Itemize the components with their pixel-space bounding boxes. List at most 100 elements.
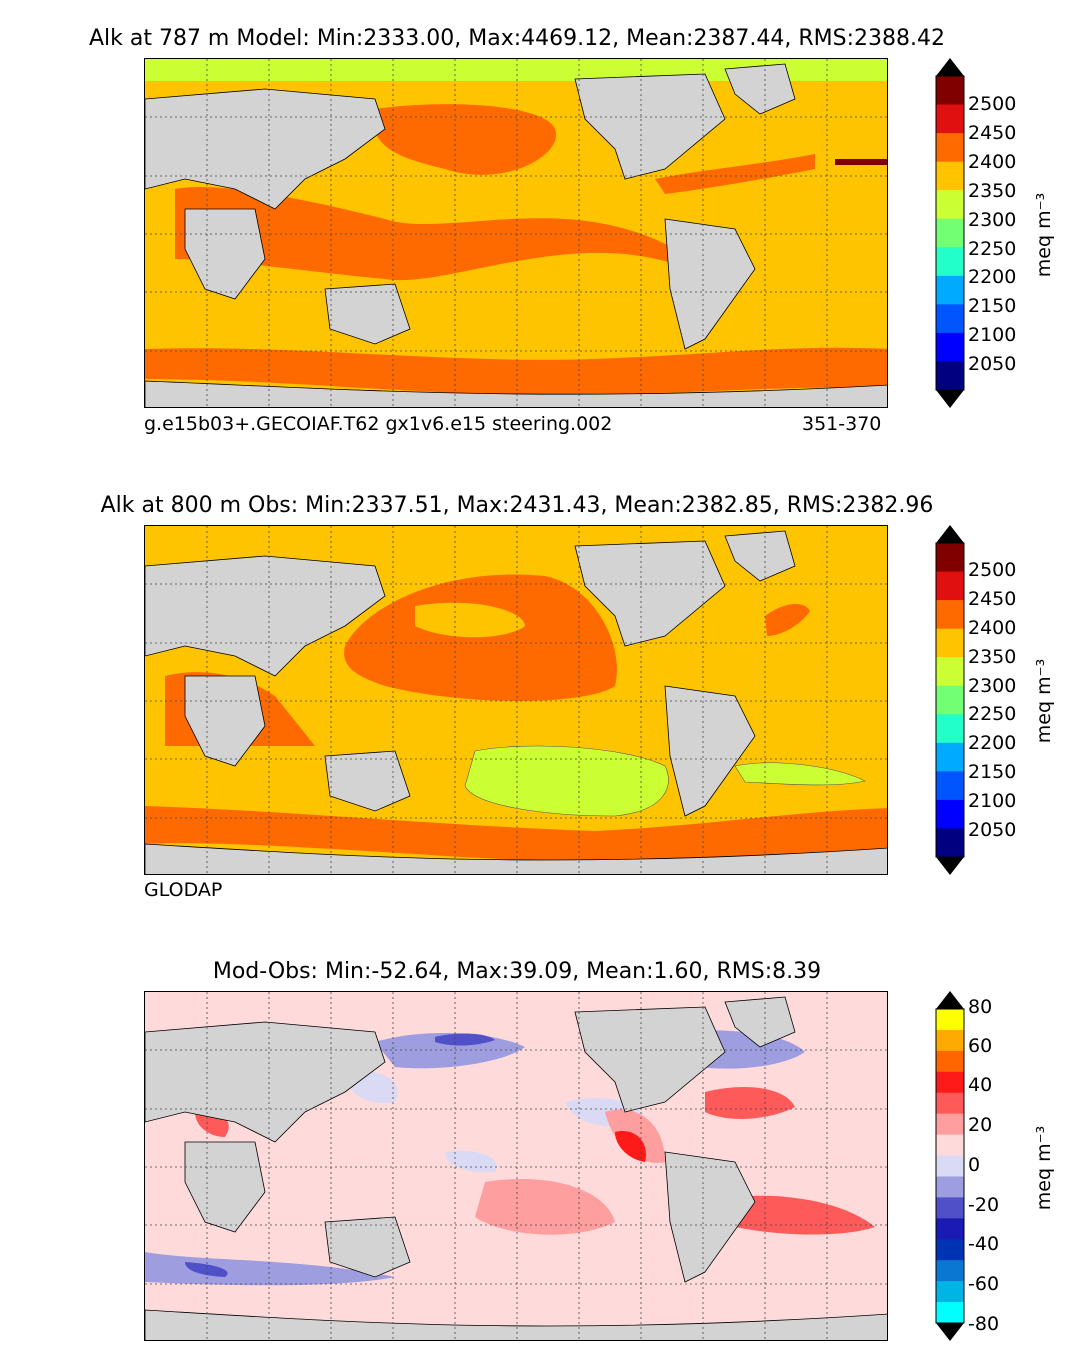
- colorbar-swatch: [936, 361, 964, 391]
- colorbar-frame: [935, 542, 965, 858]
- south-america-land: [664, 685, 756, 817]
- panel-3-colorbar: [935, 991, 965, 1341]
- panel-2-tick: 2050: [968, 819, 1017, 841]
- africa-land: [184, 675, 266, 767]
- panel-2-tick: 2450: [968, 588, 1017, 610]
- panel-3-tick: -80: [968, 1313, 1000, 1335]
- eurasia-land: [145, 555, 386, 677]
- panel-1-tick: 2500: [968, 93, 1017, 115]
- southern-indian-strong-negative: [185, 1262, 228, 1277]
- panel-3-tick: -20: [968, 1194, 1000, 1216]
- colorbar-swatch: [936, 275, 964, 305]
- colorbar-swatch: [936, 628, 964, 658]
- tropical-high-alk-band: [175, 186, 675, 281]
- colorbar-swatch: [936, 1050, 964, 1073]
- south-america-land: [664, 218, 756, 350]
- colorbar-swatch: [936, 1092, 964, 1115]
- south-atlantic-low-alk: [734, 762, 866, 786]
- panel-2-tick: 2250: [968, 703, 1017, 725]
- eurasia-land: [145, 1021, 386, 1143]
- panel-1-tick: 2300: [968, 209, 1017, 231]
- colorbar-swatch: [936, 1239, 964, 1261]
- southern-ocean-band: [145, 347, 887, 395]
- panel-1-title: Alk at 787 m Model: Min:2333.00, Max:446…: [88, 26, 946, 51]
- colorbar-swatch: [936, 76, 964, 106]
- colorbar-swatch: [936, 1009, 964, 1031]
- colorbar-swatch: [936, 304, 964, 334]
- colorbar-swatch: [936, 571, 964, 601]
- panel-3-unit-label: meq m⁻³: [1033, 1125, 1056, 1211]
- panel-3-tick: 40: [968, 1074, 993, 1096]
- panel-2-tick: 2200: [968, 732, 1017, 754]
- colorbar-swatch: [936, 600, 964, 630]
- colorbar-swatch: [936, 1155, 964, 1177]
- pacific-slight-negative: [445, 1150, 497, 1173]
- colorbar-swatch: [936, 657, 964, 687]
- south-america-land: [664, 1151, 756, 1283]
- panel-2-title: Alk at 800 m Obs: Min:2337.51, Max:2431.…: [100, 493, 934, 518]
- colorbar-swatch: [936, 190, 964, 220]
- panel-1-tick: 2200: [968, 266, 1017, 288]
- africa-land: [184, 1141, 266, 1233]
- difference-map: [145, 992, 887, 1340]
- panel-1-year-range: 351-370: [802, 413, 882, 435]
- colorbar-swatch: [936, 1176, 964, 1198]
- panel-1-colorbar: [935, 58, 965, 408]
- graticule: [145, 526, 887, 874]
- atlantic-high-alk-tongue: [655, 154, 815, 194]
- panel-1-tick: 2150: [968, 295, 1017, 317]
- panel-3-tick: -60: [968, 1273, 1000, 1295]
- panel-2-source-label: GLODAP: [144, 879, 223, 901]
- panel-3-title: Mod-Obs: Min:-52.64, Max:39.09, Mean:1.6…: [212, 959, 822, 984]
- panel-3-map: [144, 991, 888, 1341]
- north-america-land: [574, 73, 726, 180]
- south-pacific-positive: [475, 1178, 615, 1235]
- colorbar-swatch: [936, 714, 964, 744]
- eurasia-land: [145, 88, 386, 210]
- obs-alkalinity-map: [145, 526, 887, 874]
- colorbar-swatch: [936, 247, 964, 277]
- colorbar-extend-min: [936, 857, 964, 875]
- colorbar-swatch: [936, 1071, 964, 1094]
- panel-3-tick: 60: [968, 1035, 993, 1057]
- antarctica-land: [145, 843, 887, 874]
- greenland-land: [724, 530, 796, 582]
- colorbar-frame: [935, 75, 965, 391]
- panel-1-run-name: g.e15b03+.GECOIAF.T62 gx1v6.e15 steering…: [144, 413, 613, 435]
- panel-2-tick: 2350: [968, 646, 1017, 668]
- australia-land: [324, 283, 411, 345]
- panel-3-tick: 0: [968, 1154, 981, 1176]
- panel-2-tick: 2300: [968, 675, 1017, 697]
- australia-land: [324, 1216, 411, 1278]
- colorbar-swatch: [936, 1281, 964, 1303]
- greenland-land: [724, 996, 796, 1048]
- antarctica-land: [145, 380, 887, 407]
- atlantic-high-alk-patch: [765, 604, 810, 636]
- colorbar-swatch: [936, 828, 964, 858]
- colorbar-swatch: [936, 133, 964, 163]
- colorbar-extend-min: [936, 1323, 964, 1341]
- panel-3-tick: -40: [968, 1233, 1000, 1255]
- colorbar-swatch: [936, 771, 964, 801]
- colorbar-swatch: [936, 1260, 964, 1282]
- panel-2-tick: 2400: [968, 617, 1017, 639]
- colorbar-extend-min: [936, 390, 964, 408]
- mediterranean-outflow: [835, 159, 887, 165]
- panel-1-tick: 2400: [968, 151, 1017, 173]
- panel-2-colorbar: [935, 525, 965, 875]
- colorbar-swatch: [936, 742, 964, 772]
- colorbar-swatch: [936, 1197, 964, 1219]
- colorbar-extend-max: [936, 58, 964, 76]
- colorbar-swatch: [936, 1134, 964, 1157]
- model-alkalinity-map: [145, 59, 887, 407]
- colorbar-swatch: [936, 1302, 964, 1324]
- colorbar-swatch: [936, 1113, 964, 1136]
- colorbar-extend-max: [936, 525, 964, 543]
- africa-land: [184, 208, 266, 300]
- colorbar-swatch: [936, 799, 964, 829]
- panel-1-tick: 2350: [968, 180, 1017, 202]
- panel-2-tick: 2500: [968, 559, 1017, 581]
- east-pacific-strong-positive: [615, 1131, 646, 1162]
- panel-1-tick: 2250: [968, 238, 1017, 260]
- south-pacific-low-alk: [464, 745, 669, 817]
